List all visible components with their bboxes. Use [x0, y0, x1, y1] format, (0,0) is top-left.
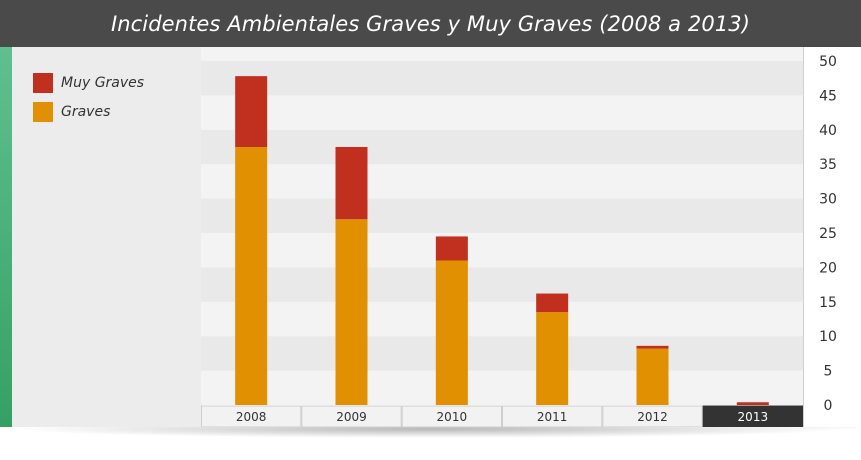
bar-graves-2009: [335, 219, 368, 405]
bar-graves-2010: [435, 260, 468, 405]
x-tick-label: 2013: [738, 410, 769, 424]
x-tick-label: 2010: [437, 410, 468, 424]
y-tick-label: 30: [819, 192, 837, 208]
bar-muy-graves-2011: [536, 293, 569, 313]
year-tab-2008[interactable]: 2008: [201, 405, 302, 427]
year-tab-background: [502, 405, 603, 427]
legend-item-muy-graves[interactable]: Muy Graves: [33, 73, 144, 93]
y-tick-label: 10: [819, 329, 837, 345]
grid-band: [201, 129, 803, 165]
grid-band: [201, 198, 803, 233]
y-tick-label: 45: [819, 88, 837, 104]
grid-band: [201, 164, 803, 199]
bar-graves-2011: [536, 312, 569, 405]
bar-muy-graves-2008: [235, 76, 268, 147]
accent-strip: [0, 47, 12, 427]
legend-label-muy-graves: Muy Graves: [61, 75, 145, 91]
year-tab-2011[interactable]: 2011: [502, 405, 603, 427]
bar-graves-2008: [235, 147, 268, 405]
grid-band: [201, 370, 803, 405]
title-bar: Incidentes Ambientales Graves y Muy Grav…: [0, 0, 861, 47]
y-tick-label: 15: [819, 295, 837, 311]
grid-band: [201, 336, 803, 371]
grid-band: [201, 61, 803, 96]
y-tick-label: 25: [819, 226, 837, 242]
legend-panel: Muy Graves Graves: [12, 47, 202, 427]
year-tab-background: [702, 405, 803, 427]
y-axis-panel: [803, 47, 859, 427]
chart-title: Incidentes Ambientales Graves y Muy Grav…: [110, 11, 751, 36]
y-tick-label: 35: [819, 157, 837, 173]
bar-muy-graves-2013: [736, 402, 769, 405]
year-tab-background: [602, 405, 703, 427]
legend-swatch-graves: [33, 102, 53, 122]
x-tick-label: 2008: [236, 410, 267, 424]
x-tick-label: 2011: [537, 410, 568, 424]
legend-swatch-muy-graves: [33, 73, 53, 93]
bar-muy-graves-2010: [435, 236, 468, 261]
year-tab-background: [201, 405, 302, 427]
grid-band: [201, 95, 803, 130]
year-tab-2012[interactable]: 2012: [602, 405, 703, 427]
bar-muy-graves-2012: [636, 345, 669, 349]
y-tick-label: 40: [819, 123, 837, 139]
y-tick-label: 0: [824, 398, 833, 414]
grid-band: [201, 267, 803, 302]
chart-area: 2008 2009 2010 2011 2012 2013 0 5 10 15 20 25 30 35 40…: [201, 47, 837, 427]
year-tab-2009[interactable]: 2009: [301, 405, 402, 427]
x-tick-label: 2012: [637, 410, 668, 424]
year-tab-2013[interactable]: 2013: [702, 405, 803, 427]
year-tab-2010[interactable]: 2010: [401, 405, 503, 427]
legend-item-graves[interactable]: Graves: [33, 102, 110, 122]
bar-muy-graves-2009: [335, 147, 368, 220]
y-tick-label: 5: [824, 364, 833, 380]
grid-band: [201, 301, 803, 337]
bar-graves-2012: [636, 348, 669, 405]
y-tick-label: 50: [819, 54, 837, 70]
legend-label-graves: Graves: [61, 104, 111, 120]
x-tick-label: 2009: [336, 410, 367, 424]
year-tab-background: [301, 405, 402, 427]
year-tab-background: [401, 405, 503, 427]
y-tick-label: 20: [819, 260, 837, 276]
grid-band: [201, 233, 803, 268]
